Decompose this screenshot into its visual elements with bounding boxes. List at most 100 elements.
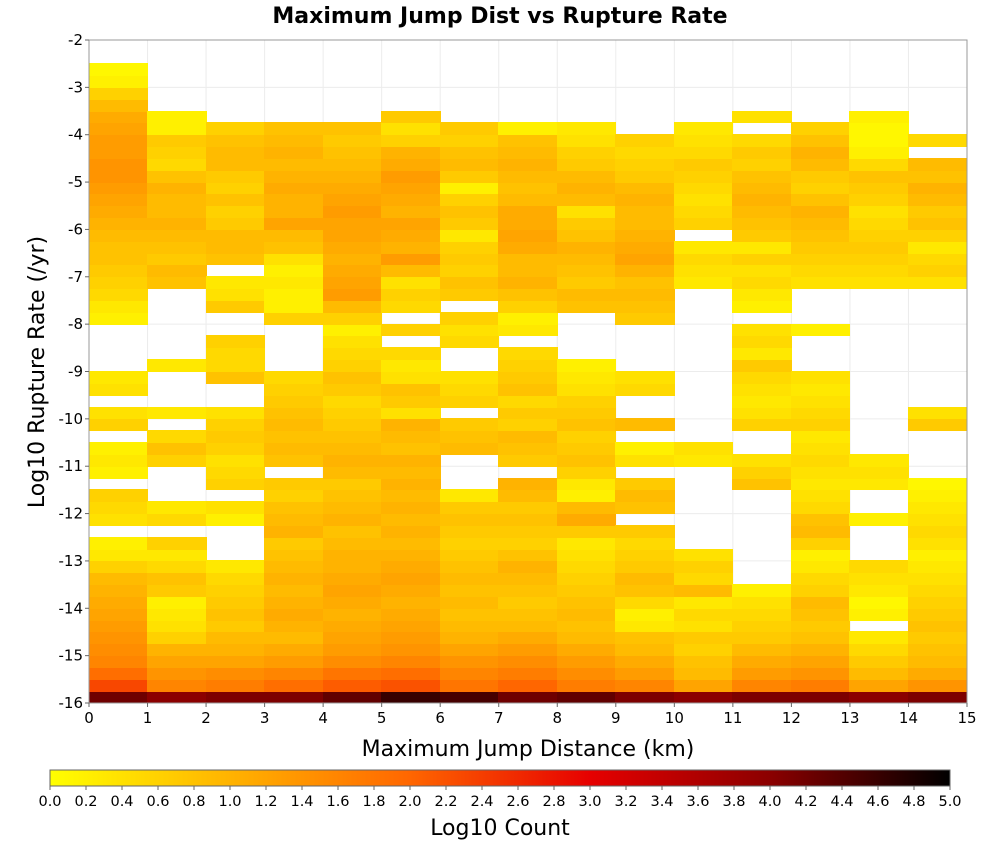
colorbar-tick-label: 1.4: [290, 794, 313, 810]
heatmap-cell: [849, 182, 909, 194]
heatmap-cell: [89, 229, 148, 242]
heatmap-cell: [147, 170, 207, 183]
heatmap-cell: [264, 193, 324, 206]
heatmap-cell: [89, 572, 148, 585]
heatmap-cell: [323, 407, 382, 419]
heatmap-cell: [89, 75, 148, 88]
colorbar-tick-label: 3.2: [614, 794, 637, 810]
heatmap-cell: [206, 584, 265, 597]
heatmap-cell: [89, 99, 148, 112]
heatmap-cell: [557, 478, 616, 490]
heatmap-cell: [323, 572, 382, 585]
heatmap-cell: [908, 158, 967, 171]
heatmap-cell: [381, 182, 441, 194]
heatmap-cell: [615, 631, 675, 644]
heatmap-cell: [732, 182, 792, 194]
heatmap-cell: [264, 217, 324, 230]
heatmap-cell: [440, 383, 499, 396]
heatmap-cell: [206, 288, 265, 301]
colorbar-tick-label: 4.0: [758, 794, 781, 810]
x-tick-label: 5: [377, 709, 387, 727]
heatmap-cell: [674, 253, 733, 265]
heatmap-cell: [381, 572, 441, 585]
heatmap-cell: [732, 655, 792, 668]
heatmap-cell: [849, 241, 909, 254]
heatmap-cell: [206, 442, 265, 455]
heatmap-cell: [323, 513, 382, 526]
heatmap-cell: [323, 584, 382, 597]
heatmap-cell: [323, 525, 382, 538]
heatmap-cell: [498, 359, 558, 372]
heatmap-cell: [498, 667, 558, 680]
heatmap-cell: [557, 489, 616, 502]
heatmap-cell: [791, 679, 850, 692]
heatmap-cell: [849, 193, 909, 206]
heatmap-cell: [89, 371, 148, 384]
x-axis-ticks: 0 1 2 3 4 5 6 7 8 9 10 11 12 13 14 15: [84, 703, 977, 727]
heatmap-cell: [89, 418, 148, 431]
heatmap-cell: [264, 478, 324, 490]
heatmap-cell: [323, 620, 382, 632]
colorbar-tick-label: 1.8: [362, 794, 385, 810]
heatmap-cell: [206, 407, 265, 419]
y-tick-label: -8: [68, 315, 83, 333]
heatmap-cell: [264, 643, 324, 656]
heatmap-cell: [89, 596, 148, 609]
heatmap-cell: [791, 584, 850, 597]
heatmap-cell: [732, 300, 792, 313]
heatmap-cell: [147, 229, 207, 242]
heatmap-cell: [732, 596, 792, 609]
heatmap-cell: [206, 478, 265, 490]
colorbar-tick-label: 1.2: [254, 794, 277, 810]
heatmap-cell: [440, 584, 499, 597]
heatmap-cell: [206, 335, 265, 348]
heatmap-cell: [732, 620, 792, 632]
heatmap-cell: [89, 170, 148, 183]
heatmap-cell: [674, 667, 733, 680]
heatmap-cell: [381, 691, 441, 703]
heatmap-cell: [674, 442, 733, 455]
heatmap-cell: [89, 253, 148, 265]
heatmap-cell: [615, 383, 675, 396]
heatmap-cell: [498, 324, 558, 336]
heatmap-cell: [674, 596, 733, 609]
heatmap-cell: [264, 525, 324, 538]
heatmap-cell: [732, 407, 792, 419]
heatmap-cell: [908, 549, 967, 561]
heatmap-cell: [908, 193, 967, 206]
x-tick-label: 0: [84, 709, 94, 727]
heatmap-cell: [557, 134, 616, 147]
y-tick-label: -10: [59, 410, 84, 428]
heatmap-cell: [264, 371, 324, 384]
heatmap-cell: [498, 288, 558, 301]
heatmap-cell: [557, 537, 616, 550]
heatmap-cell: [323, 371, 382, 384]
heatmap-cell: [908, 478, 967, 490]
heatmap-cell: [791, 430, 850, 443]
heatmap-cell: [323, 347, 382, 360]
heatmap-cell: [498, 193, 558, 206]
y-axis-ticks: -2 -3 -4 -5 -6 -7 -8 -9 -10 -11 -12 -13 -14 -15 -16: [59, 31, 89, 712]
heatmap-cell: [615, 655, 675, 668]
heatmap-cell: [615, 158, 675, 171]
colorbar-ticks: 0.0 0.2 0.4 0.6 0.8 1.0 1.2 1.4 1.6 1.8 2.0 2.2 2.4 2…: [38, 786, 962, 810]
heatmap-cell: [791, 205, 850, 218]
heatmap-cell: [849, 253, 909, 265]
heatmap-cell: [440, 193, 499, 206]
heatmap-cell: [89, 584, 148, 597]
heatmap-cell: [557, 513, 616, 526]
heatmap-cell: [440, 560, 499, 573]
heatmap-cell: [381, 667, 441, 680]
heatmap-cell: [440, 241, 499, 254]
y-tick-label: -16: [59, 694, 84, 712]
heatmap-cell: [440, 418, 499, 431]
heatmap-cell: [557, 549, 616, 561]
heatmap-cell: [440, 608, 499, 621]
heatmap-cell: [732, 359, 792, 372]
heatmap-cell: [440, 620, 499, 632]
heatmap-cell: [908, 584, 967, 597]
x-tick-label: 10: [665, 709, 684, 727]
heatmap-cell: [206, 667, 265, 680]
heatmap-cell: [732, 667, 792, 680]
